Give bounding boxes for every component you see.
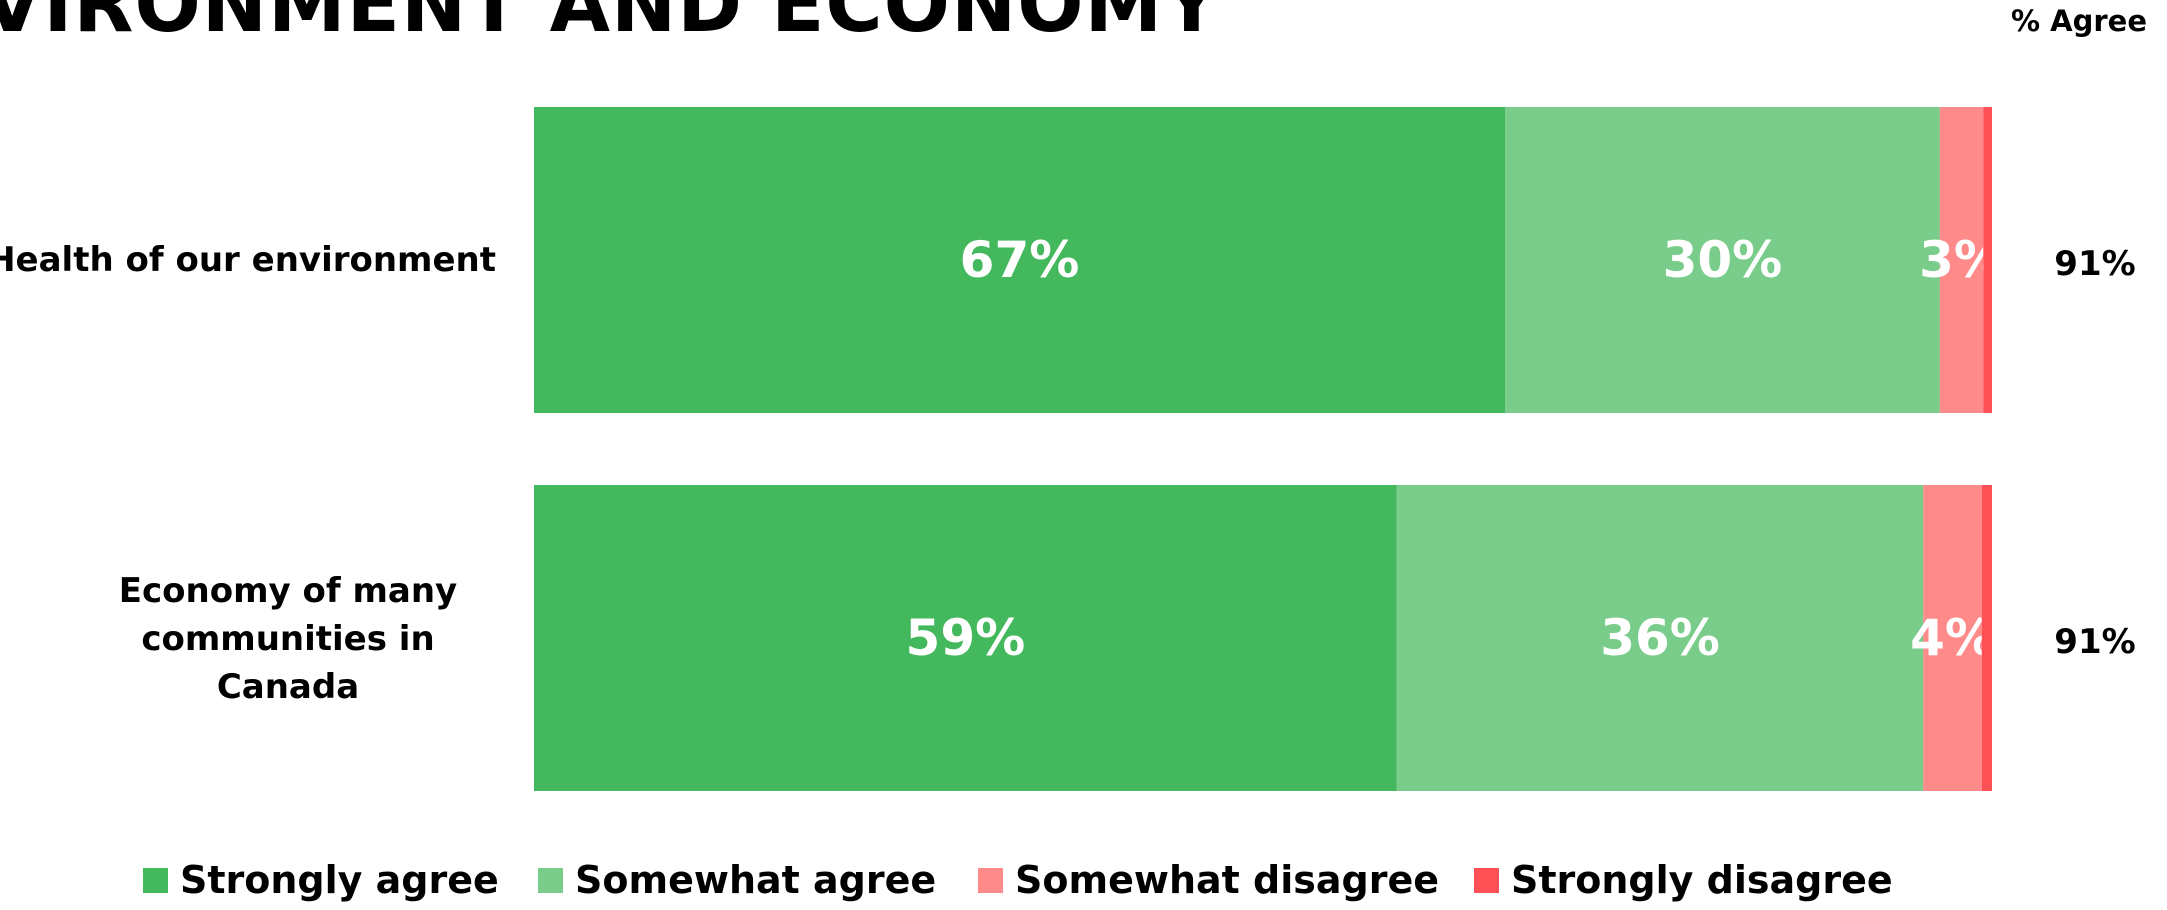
legend-swatch-somewhat-agree [538, 867, 563, 893]
legend-label-strongly-agree: Strongly agree [180, 858, 499, 902]
data-label-health-of-our-environment-somewhat-agree: 30% [1663, 231, 1783, 289]
bar-economy-of-many-communities-strongly-disagree [1981, 485, 1992, 791]
category-label-health-of-our-environment: Health of our environment [0, 240, 496, 280]
legend-swatch-strongly-agree [143, 867, 168, 893]
data-label-economy-of-many-communities-strongly-agree: 59% [906, 609, 1026, 667]
legend-label-somewhat-disagree: Somewhat disagree [1015, 858, 1440, 902]
bar-health-of-our-environment-somewhat-disagree [1939, 107, 1984, 413]
legend-swatch-strongly-disagree [1474, 867, 1499, 893]
legend-item-strongly-disagree: Strongly disagree [1474, 858, 1893, 902]
bar-economy-of-many-communities-somewhat-agree [1396, 485, 1924, 791]
legend-item-somewhat-disagree: Somewhat disagree [978, 858, 1439, 902]
category-label-line: Economy of many [119, 571, 457, 611]
stacked-bar-chart: 67% 30% 3%Health of our environment 91%59% 3… [0, 107, 2136, 791]
legend-item-strongly-agree: Strongly agree [143, 858, 499, 902]
category-label-line: communities in [141, 619, 434, 659]
data-label-health-of-our-environment-strongly-agree: 67% [960, 231, 1080, 289]
agree-total-economy-of-many-communities: 91% [2054, 622, 2135, 662]
bar-health-of-our-environment-strongly-disagree [1983, 107, 1992, 413]
legend-swatch-somewhat-disagree [978, 867, 1003, 893]
legend-item-somewhat-agree: Somewhat agree [538, 858, 936, 902]
category-label-line: Canada [217, 667, 359, 707]
legend: Strongly agree Somewhat agree Somewhat d… [0, 858, 2167, 906]
bar-health-of-our-environment-strongly-agree [534, 107, 1506, 413]
agree-total-health-of-our-environment: 91% [2054, 244, 2135, 284]
chart-title: VIRONMENT AND ECONOMY [0, 0, 1221, 50]
bar-economy-of-many-communities-somewhat-disagree [1923, 485, 1982, 791]
bar-economy-of-many-communities-strongly-agree [534, 485, 1397, 791]
bar-health-of-our-environment-somewhat-agree [1505, 107, 1940, 413]
data-label-economy-of-many-communities-somewhat-disagree: 4% [1910, 609, 1995, 667]
data-label-economy-of-many-communities-somewhat-agree: 36% [1600, 609, 1720, 667]
legend-label-somewhat-agree: Somewhat agree [575, 858, 937, 902]
legend-label-strongly-disagree: Strongly disagree [1511, 858, 1893, 902]
category-label-economy-of-many-communities: Economy of many communities in Canada [119, 571, 457, 707]
agree-column-header: % Agree [2011, 4, 2147, 38]
